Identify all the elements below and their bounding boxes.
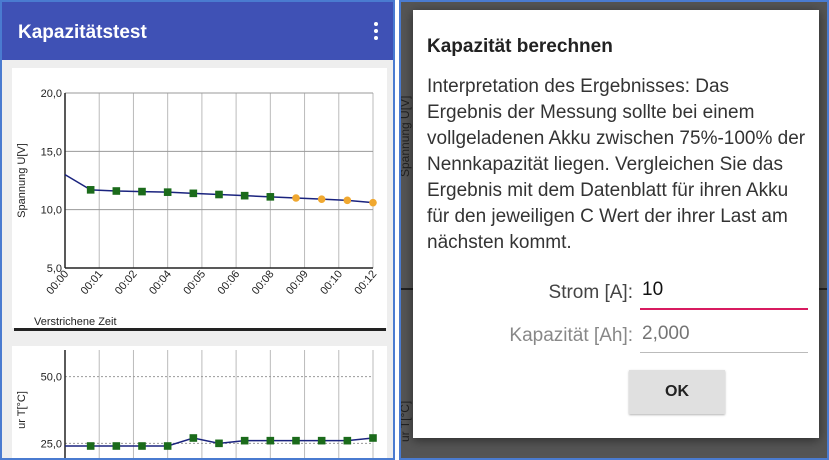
data-point xyxy=(189,189,198,198)
y-tick-label: 25,0 xyxy=(41,438,62,450)
data-point xyxy=(240,191,249,200)
data-point xyxy=(189,434,198,442)
x-tick-label: 00:05 xyxy=(181,268,208,297)
data-point xyxy=(266,193,275,201)
kapazitaet-label: Kapazität [Ah]: xyxy=(509,325,633,346)
main-screen: Kapazitätstest 20,0 15,0 10,0 5,0 Spannung U… xyxy=(0,0,395,460)
y-tick-label: 15,0 xyxy=(41,146,62,158)
strom-label: Strom [A]: xyxy=(548,282,633,303)
data-point xyxy=(112,187,121,195)
background-ylabel-2: ur T[°C] xyxy=(401,401,412,442)
x-tick-label: 00:04 xyxy=(147,268,174,297)
data-point xyxy=(292,436,300,445)
temperature-chart: 50,0 25,0 ur T[°C] xyxy=(12,346,387,458)
data-point xyxy=(163,188,172,196)
y-tick-label: 50,0 xyxy=(41,372,62,384)
chart-divider xyxy=(14,328,386,331)
kapazitaet-input[interactable] xyxy=(640,319,808,353)
voltage-chart: 20,0 15,0 10,0 5,0 Spannung U[V] 00:00 00:01 00… xyxy=(12,68,387,328)
data-point xyxy=(86,186,95,194)
background-ylabel: Spannung U[V] xyxy=(401,96,412,177)
data-point xyxy=(112,442,121,450)
x-tick-label: 00:02 xyxy=(113,268,140,297)
capacity-dialog: Kapazität berechnen Interpretation des E… xyxy=(413,10,819,438)
x-tick-label: 00:08 xyxy=(250,268,277,297)
x-axis-label: Verstrichene Zeit xyxy=(34,316,117,328)
dialog-screen: Spannung U[V] ur T[°C] Kapazität berechn… xyxy=(399,0,829,460)
x-tick-label: 00:09 xyxy=(284,268,311,297)
y-tick-label: 20,0 xyxy=(41,88,62,100)
data-point xyxy=(292,194,300,202)
x-tick-label: 00:06 xyxy=(216,268,243,297)
series-line xyxy=(64,174,374,204)
data-point xyxy=(86,442,95,450)
data-point xyxy=(369,198,377,207)
temperature-chart-svg: 50,0 25,0 ur T[°C] xyxy=(16,350,377,458)
more-vert-icon[interactable] xyxy=(373,22,379,40)
ok-button[interactable]: OK xyxy=(629,370,725,414)
data-point xyxy=(138,442,146,450)
data-point xyxy=(215,439,223,448)
data-point xyxy=(215,190,223,199)
data-point xyxy=(240,436,249,445)
dialog-message: Interpretation des Ergebnisses: Das Erge… xyxy=(427,76,806,253)
data-point xyxy=(317,436,326,445)
app-bar: Kapazitätstest xyxy=(2,2,393,60)
data-point xyxy=(163,442,172,450)
data-point xyxy=(369,434,377,442)
y-axis-label: ur T[°C] xyxy=(16,391,28,429)
data-point xyxy=(343,196,352,205)
x-tick-label: 00:10 xyxy=(318,268,345,297)
app-title: Kapazitätstest xyxy=(18,22,147,43)
data-point xyxy=(317,195,326,203)
x-tick-label: 00:01 xyxy=(79,268,106,297)
dialog-message-scroll[interactable]: Interpretation des Ergebnisses: Das Erge… xyxy=(427,74,807,258)
data-point xyxy=(266,436,275,445)
y-axis-label: Spannung U[V] xyxy=(16,143,28,218)
y-tick-label: 10,0 xyxy=(41,205,62,217)
dialog-title: Kapazität berechnen xyxy=(427,36,613,57)
data-point xyxy=(343,436,352,445)
data-point xyxy=(138,187,146,196)
y-tick-label: 5,0 xyxy=(47,263,62,275)
strom-input[interactable] xyxy=(640,276,808,310)
x-tick-label: 00:12 xyxy=(352,268,379,297)
